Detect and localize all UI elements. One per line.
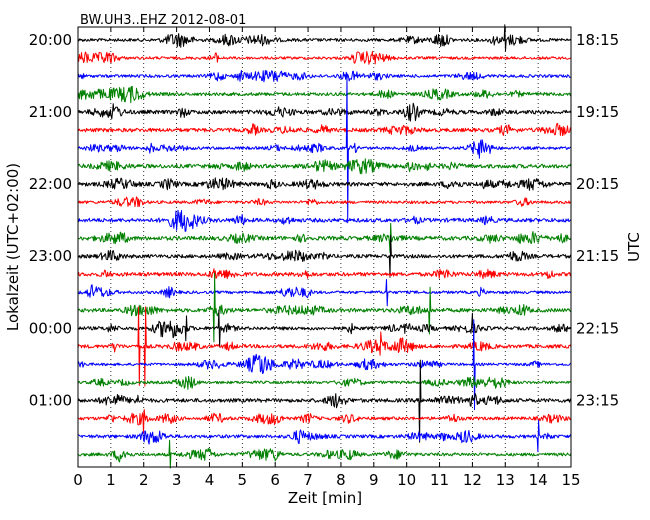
left-time-label: 23:00 [29,247,72,265]
x-tick-label: 2 [139,471,149,489]
right-axis-title: UTC [625,232,643,262]
trace-group [77,24,572,469]
seismic-trace [77,306,572,387]
seismic-trace [77,177,572,191]
seismic-trace [77,73,572,224]
right-time-label: 18:15 [576,31,619,49]
axis-ticks [77,27,572,467]
left-time-label: 21:00 [29,103,72,121]
x-tick-label: 5 [238,471,248,489]
seismic-trace [77,319,572,411]
x-tick-label: 10 [397,471,416,489]
x-tick-label: 3 [172,471,182,489]
x-tick-label: 14 [529,471,548,489]
seismic-trace [77,122,572,137]
seismic-trace [77,158,572,175]
x-tick-label: 0 [73,471,83,489]
seismic-trace [77,409,572,434]
seismic-trace [77,375,572,390]
seismic-trace [77,309,572,348]
right-time-label: 23:15 [576,391,619,409]
seismic-trace [77,234,572,278]
right-time-label: 22:15 [576,319,619,337]
seismic-trace [77,102,572,122]
left-time-label: 00:00 [29,319,72,337]
seismic-trace [77,279,572,307]
x-axis-title: Zeit [min] [288,489,362,507]
chart-title: BW.UH3..EHZ 2012-08-01 [80,13,246,28]
seismic-trace [77,209,572,232]
left-time-label: 20:00 [29,31,72,49]
right-time-label: 20:15 [576,175,619,193]
x-tick-label: 4 [205,471,215,489]
seismic-trace [77,24,572,52]
right-time-label: 21:15 [576,247,619,265]
left-time-label: 22:00 [29,175,72,193]
x-tick-label: 15 [561,471,580,489]
seismic-trace [77,439,572,469]
seismic-trace [77,222,572,253]
grid-lines [110,27,539,467]
seismic-trace [77,50,572,65]
x-tick-label: 1 [106,471,116,489]
x-tick-label: 6 [270,471,280,489]
seismic-trace [78,419,571,453]
x-tick-label: 8 [336,471,346,489]
x-tick-label: 7 [303,471,313,489]
seismic-trace [77,70,571,83]
x-tick-label: 13 [496,471,515,489]
left-axis-title: Lokalzeit (UTC+02:00) [4,163,22,331]
seismic-trace [77,268,572,280]
x-tick-label: 9 [369,471,379,489]
left-time-label: 01:00 [29,391,72,409]
right-time-label: 19:15 [576,103,619,121]
seismic-trace [77,85,572,104]
x-tick-label: 12 [463,471,482,489]
x-tick-label: 11 [430,471,449,489]
seismic-trace [77,272,572,343]
plot-frame [77,26,572,468]
seismic-trace [77,359,572,443]
seismic-trace [77,196,572,208]
